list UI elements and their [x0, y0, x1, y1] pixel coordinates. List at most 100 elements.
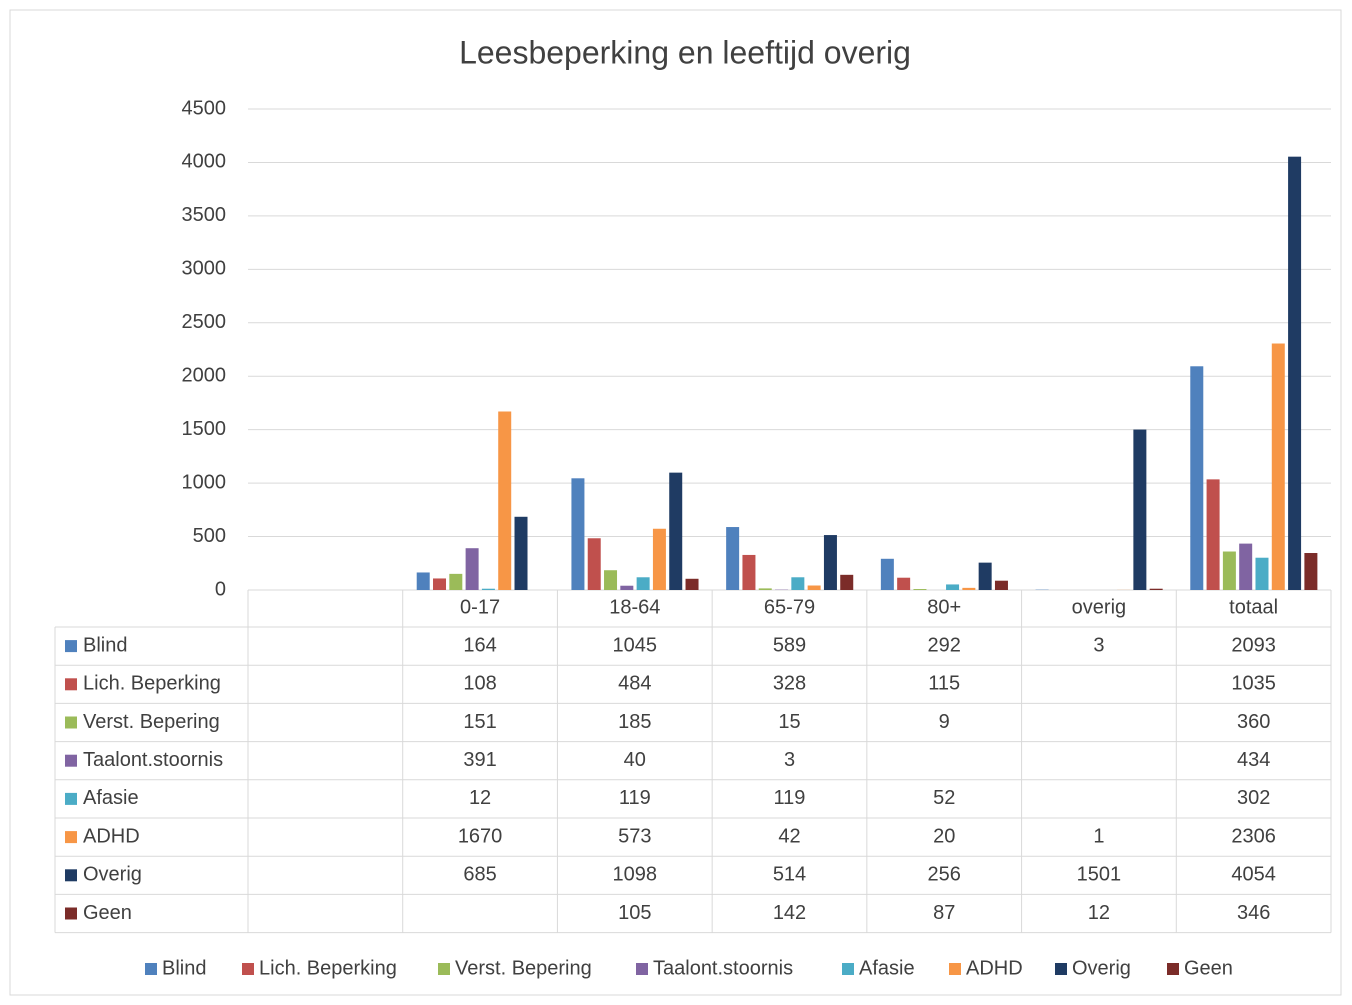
table-row-label: Afasie — [83, 787, 139, 809]
x-tick-label: totaal — [1229, 596, 1278, 618]
y-tick-label: 1500 — [182, 418, 227, 440]
x-tick-label: 80+ — [927, 596, 961, 618]
table-row-label: Blind — [83, 634, 127, 656]
legend-label: Overig — [1072, 957, 1131, 979]
table-cell: 164 — [463, 634, 496, 656]
legend-key — [842, 963, 854, 975]
bar — [449, 574, 462, 590]
bar — [637, 577, 650, 590]
legend-key — [1167, 963, 1179, 975]
legend-label: Taalont.stoornis — [653, 957, 793, 979]
table-cell: 1035 — [1231, 673, 1276, 695]
table-cell: 185 — [618, 711, 651, 733]
table-cell: 40 — [624, 749, 646, 771]
bar — [759, 588, 772, 590]
x-tick-label: 18-64 — [609, 596, 660, 618]
y-tick-label: 2000 — [182, 365, 227, 387]
bar — [1133, 430, 1146, 590]
legend-label: Verst. Bepering — [455, 957, 592, 979]
bar — [962, 588, 975, 590]
legend-key — [949, 963, 961, 975]
x-tick-label: 65-79 — [764, 596, 815, 618]
legend-key — [145, 963, 157, 975]
table-cell: 1 — [1093, 825, 1104, 847]
table-cell: 514 — [773, 864, 806, 886]
bar — [742, 555, 755, 590]
bar — [840, 575, 853, 590]
bar — [995, 581, 1008, 590]
bar — [604, 570, 617, 590]
chart-title: Leesbeperking en leeftijd overig — [459, 34, 911, 70]
table-cell: 484 — [618, 673, 651, 695]
bar — [1304, 553, 1317, 590]
table-cell: 589 — [773, 634, 806, 656]
table-row-label: Lich. Beperking — [83, 673, 221, 695]
legend-key — [65, 908, 77, 920]
x-tick-label: 0-17 — [460, 596, 500, 618]
table-cell: 1045 — [613, 634, 658, 656]
bar — [669, 473, 682, 590]
table-cell: 20 — [933, 825, 955, 847]
bar — [571, 478, 584, 590]
bar — [1255, 558, 1268, 590]
table-cell: 119 — [619, 787, 651, 809]
bar — [897, 578, 910, 590]
bar — [433, 578, 446, 590]
table-cell: 1501 — [1077, 864, 1122, 886]
legend-key — [65, 869, 77, 881]
table-cell: 9 — [939, 711, 950, 733]
legend-label: Lich. Beperking — [259, 957, 397, 979]
bar — [686, 579, 699, 590]
legend-label: ADHD — [966, 957, 1023, 979]
table-cell: 3 — [1093, 634, 1104, 656]
bar — [1207, 479, 1220, 590]
bar — [515, 517, 528, 590]
bar — [482, 589, 495, 590]
table-row-label: Geen — [83, 902, 132, 924]
legend-key — [65, 678, 77, 690]
table-row-label: Overig — [83, 864, 142, 886]
bar — [653, 529, 666, 590]
table-cell: 119 — [774, 787, 806, 809]
legend-key — [65, 793, 77, 805]
bar — [1223, 552, 1236, 590]
table-cell: 434 — [1237, 749, 1270, 771]
table-cell: 4054 — [1231, 864, 1276, 886]
legend-key — [65, 831, 77, 843]
table-cell: 12 — [469, 787, 491, 809]
y-tick-label: 3500 — [182, 204, 227, 226]
bar — [946, 584, 959, 590]
table-cell: 2093 — [1231, 634, 1276, 656]
table-cell: 292 — [928, 634, 961, 656]
bar — [881, 559, 894, 590]
table-cell: 52 — [933, 787, 955, 809]
table-cell: 685 — [463, 864, 496, 886]
table-cell: 151 — [463, 711, 496, 733]
bar — [808, 586, 821, 590]
legend-key — [65, 755, 77, 767]
legend-key — [65, 717, 77, 729]
legend-key — [65, 640, 77, 652]
table-cell: 105 — [618, 902, 651, 924]
legend-label: Blind — [162, 957, 206, 979]
table-cell: 12 — [1088, 902, 1110, 924]
bar — [979, 563, 992, 590]
bar — [588, 538, 601, 590]
table-cell: 573 — [618, 825, 651, 847]
x-tick-label: overig — [1072, 596, 1126, 618]
table-cell: 115 — [928, 673, 960, 695]
table-row-label: Verst. Bepering — [83, 711, 220, 733]
table-cell: 391 — [463, 749, 496, 771]
table-cell: 1670 — [458, 825, 503, 847]
table-cell: 2306 — [1231, 825, 1276, 847]
table-cell: 142 — [773, 902, 806, 924]
table-cell: 328 — [773, 673, 806, 695]
bar — [1272, 344, 1285, 590]
bar — [1239, 544, 1252, 590]
y-tick-label: 1000 — [182, 471, 227, 493]
legend-label: Afasie — [859, 957, 915, 979]
bar — [498, 411, 511, 590]
table-cell: 360 — [1237, 711, 1270, 733]
bar — [791, 577, 804, 590]
